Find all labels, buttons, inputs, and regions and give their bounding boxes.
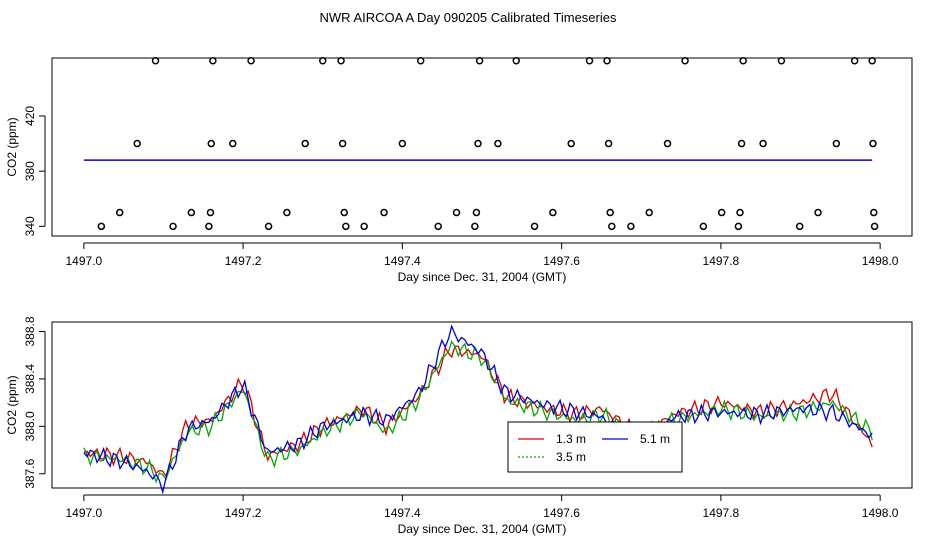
data-point xyxy=(187,208,196,217)
top-panel: 1497.0 1497.2 1497.4 1497.6 1497.8 1498.0 340 3… xyxy=(5,57,913,284)
data-point xyxy=(337,57,345,65)
series-line-1 xyxy=(83,340,873,484)
y-tick-label: 387.6 xyxy=(23,458,37,488)
data-point xyxy=(301,139,309,148)
x-tick-label: 1497.4 xyxy=(384,506,421,520)
data-point xyxy=(608,222,616,231)
legend-label-2: 5.1 m xyxy=(640,432,670,446)
series-line-0 xyxy=(83,345,873,478)
x-tick-label: 1497.2 xyxy=(225,506,262,520)
x-tick-label: 1498.0 xyxy=(862,254,899,268)
y-tick-label: 340 xyxy=(23,216,37,236)
data-point xyxy=(737,139,746,148)
x-tick-label: 1497.0 xyxy=(66,254,103,268)
data-point xyxy=(283,208,291,217)
data-point xyxy=(206,208,215,217)
legend: 1.3 m 3.5 m 5.1 m xyxy=(507,421,683,473)
data-point xyxy=(494,139,502,148)
chart-title: NWR AIRCOA A Day 090205 Calibrated Times… xyxy=(320,10,617,25)
data-point xyxy=(869,139,877,148)
y-tick-label: 388.0 xyxy=(23,411,37,441)
data-point xyxy=(699,222,708,231)
data-point xyxy=(340,208,348,217)
y-tick-label: 380 xyxy=(23,161,37,181)
x-tick-label: 1497.4 xyxy=(384,254,421,268)
x-tick-label: 1498.0 xyxy=(862,506,899,520)
data-point xyxy=(338,139,347,148)
x-tick-label: 1497.8 xyxy=(703,254,740,268)
y-axis-label: CO2 (ppm) xyxy=(5,117,19,176)
legend-label-0: 1.3 m xyxy=(556,432,586,446)
data-point xyxy=(603,57,611,65)
series-line-2 xyxy=(83,324,873,495)
data-point xyxy=(115,208,124,217)
x-axis-label: Day since Dec. 31, 2004 (GMT) xyxy=(398,522,567,536)
x-tick-label: 1497.6 xyxy=(543,506,580,520)
data-point xyxy=(474,139,482,148)
data-point xyxy=(360,222,368,231)
data-point xyxy=(229,139,237,148)
data-point xyxy=(870,222,879,231)
data-point xyxy=(398,139,407,148)
legend-label-1: 3.5 m xyxy=(556,450,586,464)
data-point xyxy=(627,222,635,231)
y-tick-label: 388.4 xyxy=(23,364,37,394)
data-point xyxy=(717,208,726,217)
data-point xyxy=(585,57,594,65)
data-point xyxy=(151,57,160,65)
data-point xyxy=(795,222,804,231)
y-axis-label: CO2 (ppm) xyxy=(5,375,19,434)
x-tick-label: 1497.0 xyxy=(66,506,103,520)
plot-frame xyxy=(51,57,913,237)
data-point xyxy=(777,57,786,65)
data-point xyxy=(342,222,350,231)
data-point xyxy=(318,57,327,65)
data-point xyxy=(209,57,217,65)
data-point xyxy=(567,139,575,148)
data-point xyxy=(736,208,744,217)
data-point xyxy=(681,57,689,65)
x-tick-label: 1497.8 xyxy=(703,506,740,520)
data-point xyxy=(512,57,520,65)
data-point xyxy=(663,139,672,148)
bottom-panel: 1497.0 1497.2 1497.4 1497.6 1497.8 1498.0 387.… xyxy=(5,316,913,536)
data-point xyxy=(734,222,743,231)
data-point xyxy=(169,222,177,231)
data-point xyxy=(739,57,747,65)
data-point xyxy=(850,57,859,65)
y-tick-label: 420 xyxy=(23,106,37,126)
data-point xyxy=(870,208,878,217)
data-point xyxy=(434,222,442,231)
data-point xyxy=(452,208,461,217)
data-point xyxy=(472,208,481,217)
data-point xyxy=(814,208,822,217)
data-point xyxy=(380,208,388,217)
data-point xyxy=(759,139,767,148)
data-point xyxy=(832,139,841,148)
data-point xyxy=(207,139,216,148)
x-axis-label: Day since Dec. 31, 2004 (GMT) xyxy=(398,270,567,284)
data-point xyxy=(264,222,273,231)
data-point xyxy=(549,208,557,217)
data-point xyxy=(97,222,106,231)
data-point xyxy=(604,139,613,148)
data-point xyxy=(416,57,425,65)
data-point xyxy=(530,222,539,231)
data-point xyxy=(205,222,213,231)
data-point xyxy=(471,222,479,231)
plot-frame xyxy=(51,321,913,489)
x-tick-label: 1497.6 xyxy=(543,254,580,268)
data-point xyxy=(475,57,484,65)
data-point xyxy=(133,139,141,148)
data-point xyxy=(645,208,653,217)
legend-box xyxy=(507,421,683,473)
data-point xyxy=(606,208,614,217)
y-tick-label: 388.8 xyxy=(23,316,37,346)
data-point xyxy=(247,57,255,65)
x-tick-label: 1497.2 xyxy=(225,254,262,268)
data-point xyxy=(868,57,876,65)
